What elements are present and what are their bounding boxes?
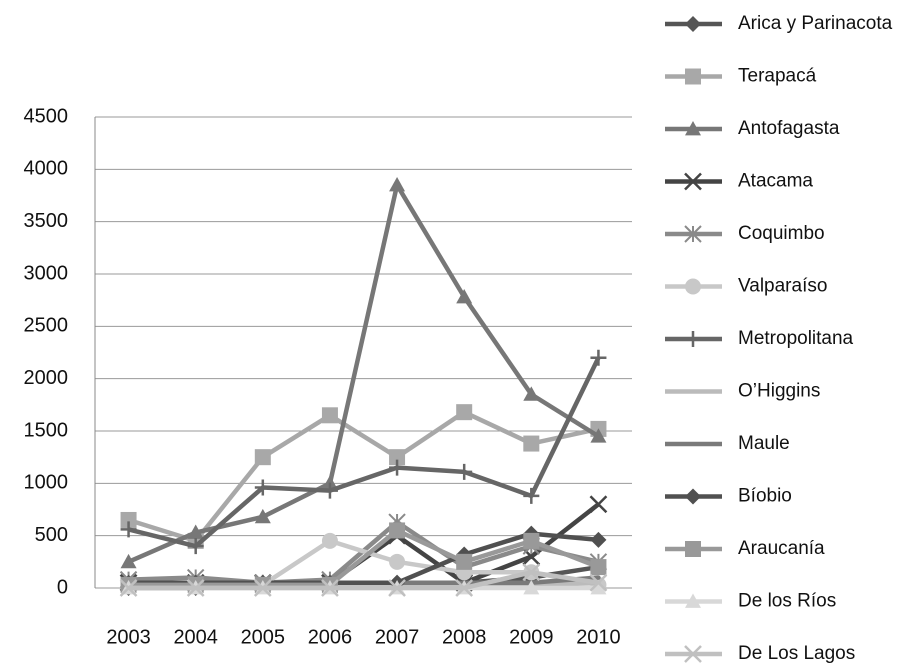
legend-label: Antofagasta bbox=[738, 118, 840, 139]
data-point bbox=[321, 532, 338, 549]
legend-label: De Los Lagos bbox=[738, 643, 855, 664]
data-point bbox=[523, 386, 540, 401]
legend-label: De los Ríos bbox=[738, 591, 836, 612]
data-point bbox=[187, 538, 204, 555]
legend-label: O’Higgins bbox=[738, 381, 820, 402]
data-point bbox=[187, 524, 204, 539]
data-point bbox=[253, 579, 272, 597]
data-point bbox=[589, 495, 608, 514]
legend-marker bbox=[684, 172, 702, 191]
x-tick-label: 2004 bbox=[173, 626, 218, 648]
data-point bbox=[389, 522, 406, 539]
legend-marker bbox=[685, 278, 701, 295]
data-point bbox=[456, 553, 473, 570]
y-tick-label: 500 bbox=[35, 524, 68, 546]
legend-marker bbox=[685, 593, 701, 608]
data-point bbox=[388, 579, 406, 597]
data-point bbox=[321, 482, 338, 499]
legend-label: Maule bbox=[738, 433, 790, 454]
series-line bbox=[128, 528, 600, 588]
data-point bbox=[120, 553, 137, 569]
x-tick-label: 2006 bbox=[308, 626, 353, 648]
legend-marker bbox=[685, 68, 701, 85]
data-point bbox=[321, 475, 338, 490]
legend-label: Atacama bbox=[738, 171, 813, 192]
y-tick-label: 4500 bbox=[24, 105, 69, 127]
legend-label: Valparaíso bbox=[738, 276, 827, 297]
data-point bbox=[596, 575, 601, 580]
legend-marker bbox=[685, 488, 701, 505]
data-point bbox=[455, 579, 474, 597]
y-tick-label: 3500 bbox=[24, 210, 69, 232]
legend-marker bbox=[685, 121, 701, 136]
data-point bbox=[186, 579, 205, 597]
data-point bbox=[120, 511, 137, 528]
data-point bbox=[254, 449, 271, 466]
y-tick-label: 2000 bbox=[24, 367, 69, 389]
legend-marker bbox=[684, 645, 702, 663]
series-line bbox=[127, 409, 599, 544]
legend-label: Metropolitana bbox=[738, 328, 854, 349]
data-point bbox=[321, 407, 338, 424]
series-line bbox=[127, 182, 600, 564]
data-point bbox=[523, 580, 540, 595]
series-line bbox=[128, 570, 599, 591]
data-point bbox=[389, 459, 406, 476]
data-point bbox=[523, 435, 540, 452]
x-tick-label: 2009 bbox=[509, 626, 554, 648]
data-point bbox=[522, 563, 541, 582]
legend-label: Bíobio bbox=[738, 486, 792, 507]
legend-label: Coquimbo bbox=[738, 223, 825, 244]
y-tick-label: 3000 bbox=[24, 262, 69, 284]
data-point bbox=[590, 580, 607, 595]
data-point bbox=[119, 579, 138, 597]
legend-marker bbox=[684, 225, 702, 243]
x-tick-label: 2010 bbox=[576, 626, 621, 648]
legend-label: Araucanía bbox=[738, 538, 825, 559]
x-tick-label: 2008 bbox=[442, 626, 487, 648]
x-tick-label: 2003 bbox=[106, 626, 151, 648]
data-point bbox=[254, 508, 271, 524]
x-tick-label: 2005 bbox=[241, 626, 286, 648]
y-tick-label: 4000 bbox=[24, 158, 69, 180]
data-point bbox=[389, 449, 406, 466]
data-point bbox=[590, 559, 607, 576]
data-point bbox=[456, 289, 473, 304]
data-point bbox=[590, 531, 607, 548]
data-point bbox=[523, 532, 540, 549]
y-tick-label: 1500 bbox=[24, 419, 69, 441]
data-point bbox=[456, 404, 473, 421]
data-point bbox=[389, 553, 406, 570]
legend-marker bbox=[685, 16, 701, 32]
x-tick-label: 2007 bbox=[375, 626, 420, 648]
data-point bbox=[120, 521, 137, 538]
series-line bbox=[128, 356, 601, 549]
legend-marker bbox=[685, 541, 701, 557]
y-tick-label: 1000 bbox=[24, 472, 69, 494]
data-point bbox=[456, 463, 473, 480]
legend-label: Terapacá bbox=[738, 66, 817, 87]
data-point bbox=[590, 349, 607, 366]
legend-marker bbox=[685, 331, 701, 347]
y-tick-label: 2500 bbox=[24, 315, 69, 337]
data-point bbox=[590, 428, 607, 443]
data-point bbox=[523, 487, 540, 504]
data-point bbox=[589, 573, 608, 592]
data-point bbox=[254, 479, 271, 496]
y-tick-label: 0 bbox=[57, 576, 68, 598]
data-point bbox=[389, 177, 406, 192]
legend-label: Arica y Parinacota bbox=[738, 13, 893, 34]
data-point bbox=[321, 579, 339, 597]
